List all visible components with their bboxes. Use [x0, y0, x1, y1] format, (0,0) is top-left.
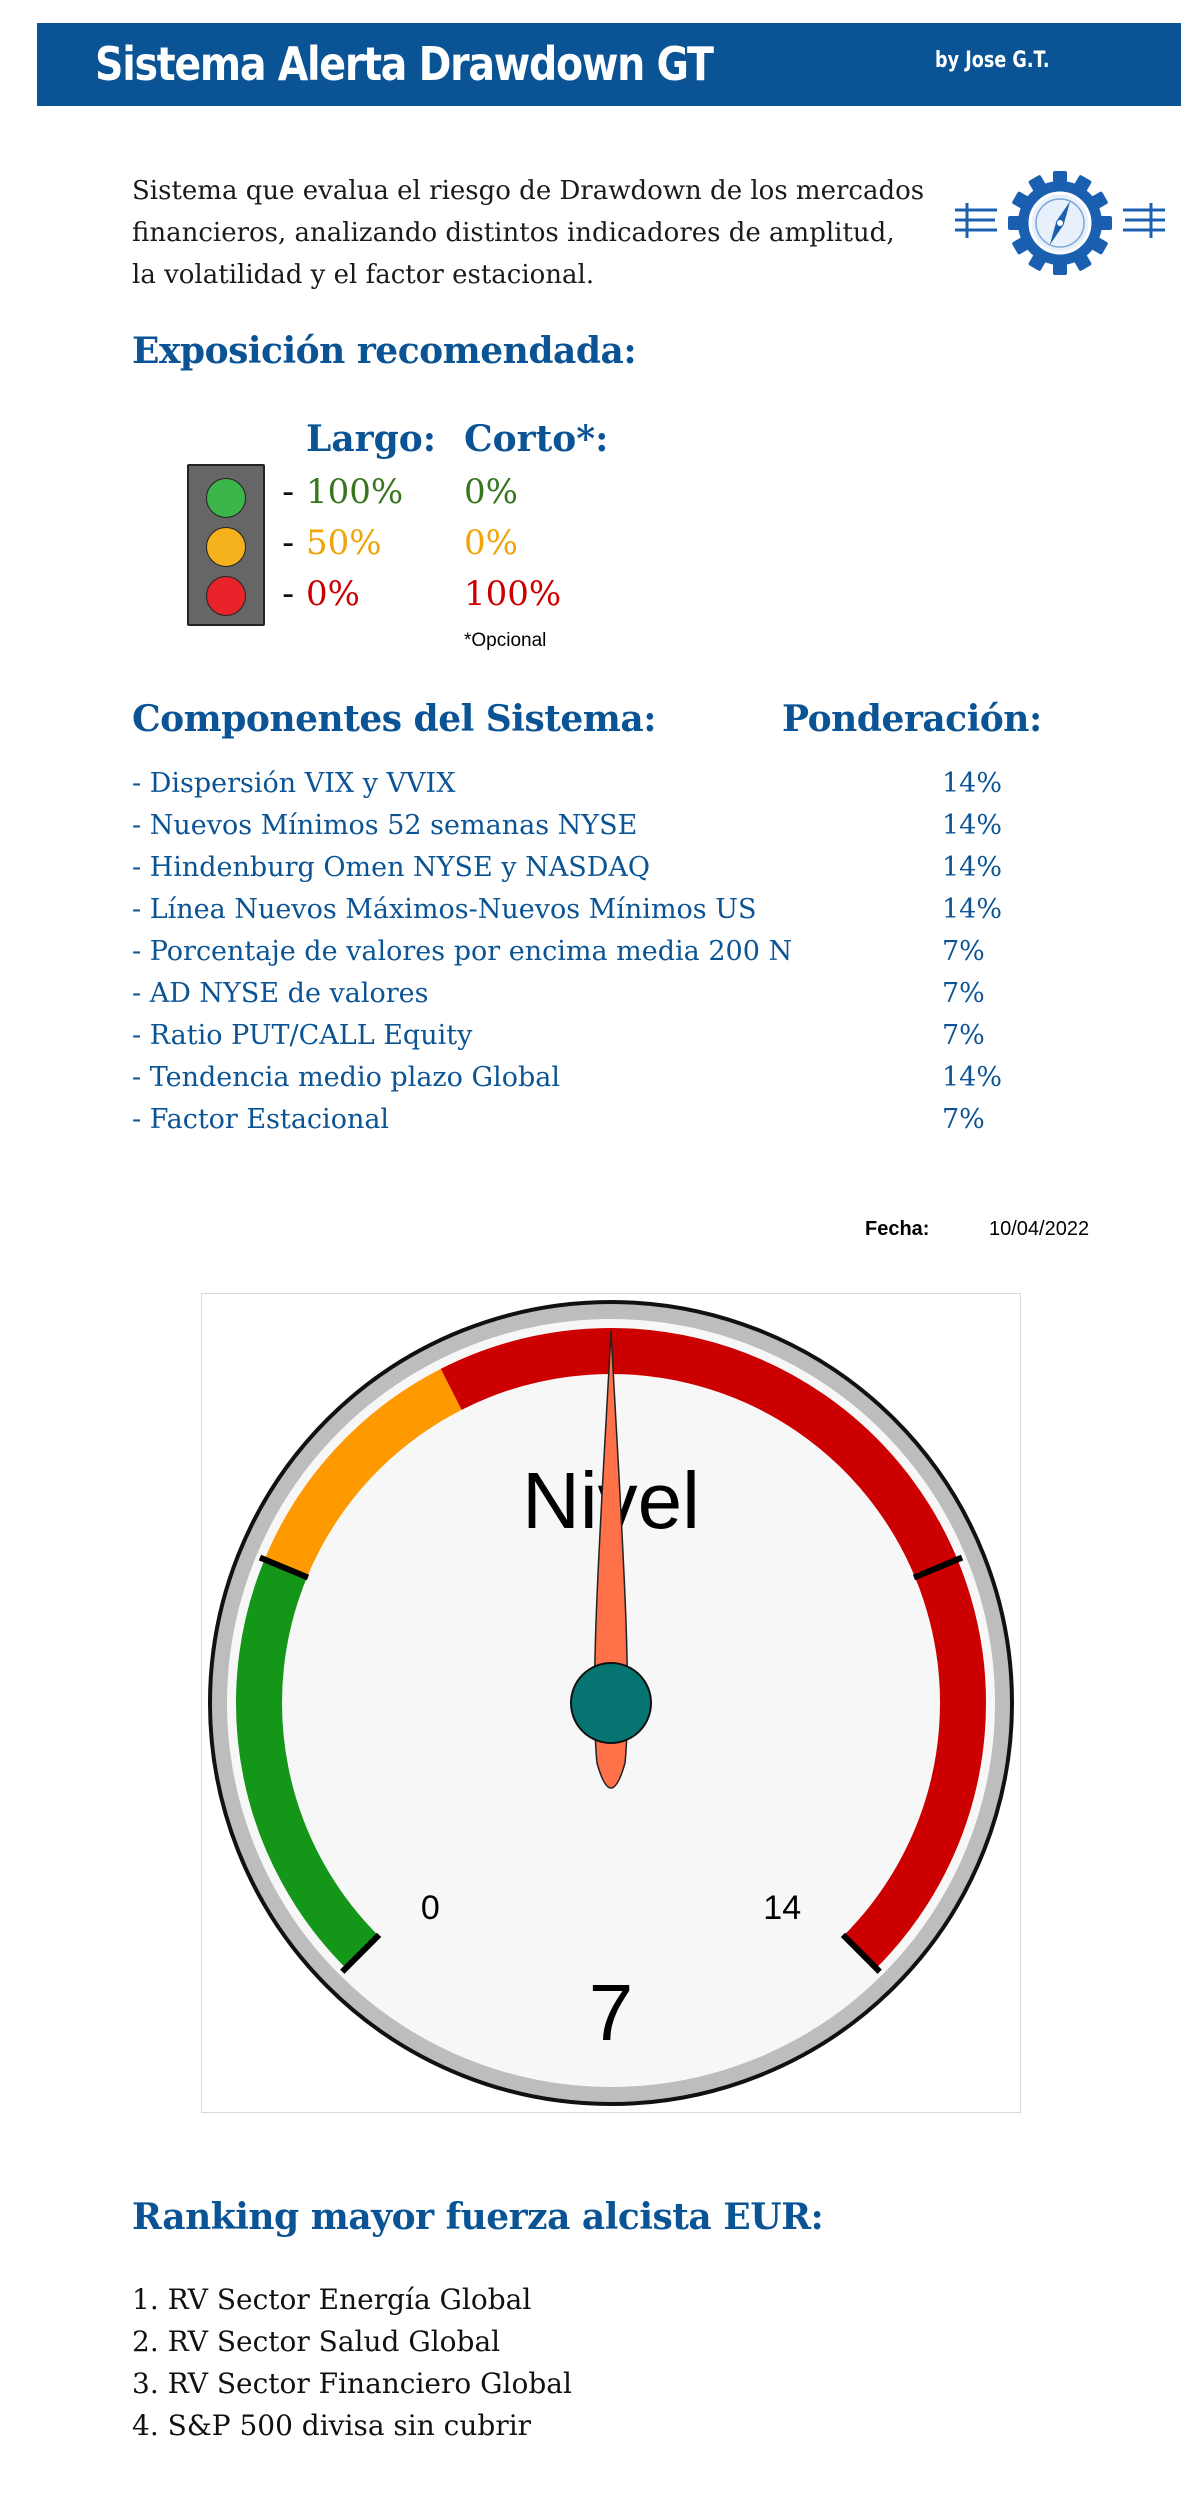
row-dash: - [282, 574, 295, 614]
long-amber-value: 50% [306, 523, 382, 563]
component-weight: 14% [942, 810, 1003, 841]
gauge-chart: Nivel 0 14 7 [208, 1300, 1014, 2106]
gauge-band [440, 1328, 986, 1969]
component-item: - Factor Estacional [132, 1104, 390, 1135]
component-item: - Hindenburg Omen NYSE y NASDAQ [132, 852, 651, 883]
long-header: Largo: [306, 418, 437, 460]
weight-heading: Ponderación: [782, 698, 1042, 740]
component-item: - Dispersión VIX y VVIX [132, 768, 456, 799]
intro-line: financieros, analizando distintos indica… [132, 218, 895, 248]
short-red-value: 100% [464, 574, 562, 614]
component-weight: 14% [942, 768, 1003, 799]
long-red-value: 0% [306, 574, 360, 614]
component-item: - Nuevos Mínimos 52 semanas NYSE [132, 810, 638, 841]
component-item: - Línea Nuevos Máximos-Nuevos Mínimos US [132, 894, 757, 925]
component-item: - Tendencia medio plazo Global [132, 1062, 560, 1093]
ranking-item: 1. RV Sector Energía Global [132, 2283, 532, 2316]
intro-line: Sistema que evalua el riesgo de Drawdown… [132, 176, 925, 206]
intro-text: Sistema que evalua el riesgo de Drawdown… [132, 170, 952, 296]
long-green-value: 100% [306, 472, 404, 512]
short-green-value: 0% [464, 472, 518, 512]
short-header: Corto*: [464, 418, 609, 460]
gauge-tick [840, 1932, 882, 1974]
component-weight: 7% [942, 936, 985, 967]
gauge-hub [570, 1662, 652, 1744]
component-weight: 7% [942, 1104, 985, 1135]
gauge-value-text: 7 [589, 1968, 634, 2057]
gauge-panel: Nivel 0 14 7 [201, 1293, 1021, 2113]
gauge-tick [340, 1932, 382, 1974]
component-weight: 14% [942, 1062, 1003, 1093]
gauge-tick [258, 1554, 310, 1581]
author-byline: by Jose G.T. [935, 48, 1050, 73]
date-value: 10/04/2022 [989, 1218, 1090, 1240]
date-label: Fecha: [865, 1218, 930, 1240]
page-title: Sistema Alerta Drawdown GT [95, 37, 714, 91]
exposure-heading: Exposición recomendada: [132, 330, 637, 372]
gauge-band [264, 1368, 462, 1578]
ranking-item: 3. RV Sector Financiero Global [132, 2367, 572, 2400]
component-item: - Ratio PUT/CALL Equity [132, 1020, 473, 1051]
amber-light-icon [206, 527, 246, 567]
traffic-light-icon [187, 464, 265, 626]
gauge-tick [912, 1554, 964, 1581]
row-dash: - [282, 523, 295, 563]
green-light-icon [206, 478, 246, 518]
intro-line: la volatilidad y el factor estacional. [132, 260, 595, 290]
gauge-min-label: 0 [421, 1889, 440, 1927]
short-amber-value: 0% [464, 523, 518, 563]
gauge-band [236, 1559, 379, 1969]
component-item: - AD NYSE de valores [132, 978, 429, 1009]
component-weight: 14% [942, 852, 1003, 883]
component-weight: 7% [942, 1020, 985, 1051]
components-heading: Componentes del Sistema: [132, 698, 657, 740]
header-bar [37, 23, 1181, 106]
row-dash: - [282, 472, 295, 512]
gauge-max-label: 14 [763, 1889, 801, 1927]
component-weight: 7% [942, 978, 985, 1009]
ranking-item: 2. RV Sector Salud Global [132, 2325, 501, 2358]
ranking-heading: Ranking mayor fuerza alcista EUR: [132, 2196, 824, 2238]
optional-note: *Opcional [464, 630, 547, 651]
red-light-icon [206, 576, 246, 616]
gear-compass-logo [955, 168, 1165, 278]
ranking-item: 4. S&P 500 divisa sin cubrir [132, 2409, 532, 2442]
component-weight: 14% [942, 894, 1003, 925]
component-item: - Porcentaje de valores por encima media… [132, 936, 793, 967]
